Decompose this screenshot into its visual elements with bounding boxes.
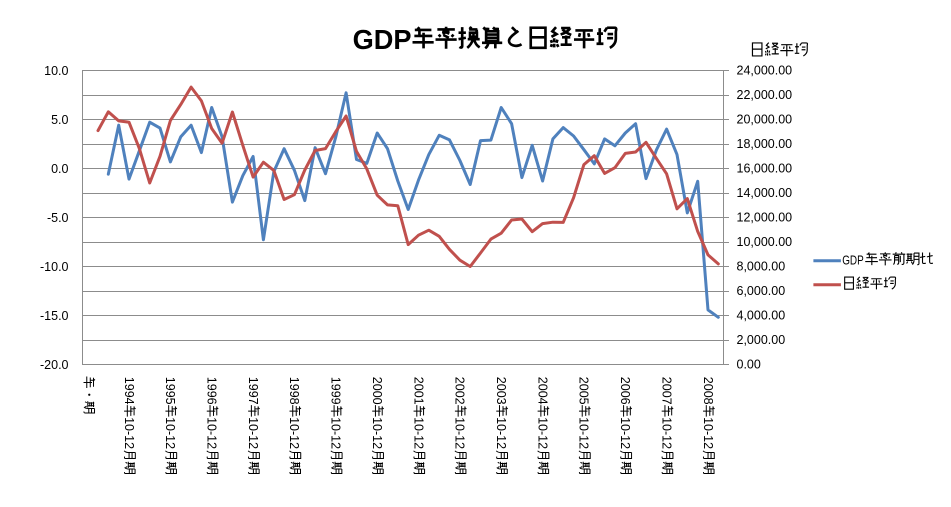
- svg-text:1997: 1997: [246, 377, 260, 405]
- svg-text:1995: 1995: [163, 377, 177, 405]
- svg-text:18,000.00: 18,000.00: [737, 137, 793, 151]
- svg-text:10-12: 10-12: [535, 417, 549, 449]
- svg-text:10.0: 10.0: [44, 64, 68, 78]
- svg-text:10-12: 10-12: [618, 417, 632, 449]
- svg-text:1996: 1996: [205, 377, 219, 405]
- svg-text:2000: 2000: [370, 377, 384, 405]
- svg-text:22,000.00: 22,000.00: [737, 88, 793, 102]
- svg-text:10,000.00: 10,000.00: [737, 235, 793, 249]
- svg-text:10-12: 10-12: [246, 417, 260, 449]
- svg-text:8,000.00: 8,000.00: [737, 259, 786, 273]
- svg-text:-20.0: -20.0: [40, 358, 69, 372]
- svg-text:1994: 1994: [122, 377, 136, 405]
- svg-text:10-12: 10-12: [329, 417, 343, 449]
- svg-text:20,000.00: 20,000.00: [737, 112, 793, 126]
- svg-text:4,000.00: 4,000.00: [737, 308, 786, 322]
- svg-text:2001: 2001: [411, 377, 425, 405]
- svg-text:2005: 2005: [577, 377, 591, 405]
- svg-text:-10.0: -10.0: [40, 260, 69, 274]
- svg-text:1999: 1999: [329, 377, 343, 405]
- svg-text:10-12: 10-12: [453, 417, 467, 449]
- svg-text:1998: 1998: [287, 377, 301, 405]
- svg-text:10-12: 10-12: [205, 417, 219, 449]
- svg-text:10-12: 10-12: [411, 417, 425, 449]
- svg-text:2008: 2008: [701, 377, 715, 405]
- svg-text:6,000.00: 6,000.00: [737, 284, 786, 298]
- svg-text:2002: 2002: [453, 377, 467, 405]
- svg-text:2006: 2006: [618, 377, 632, 405]
- svg-text:-5.0: -5.0: [47, 211, 69, 225]
- svg-text:2003: 2003: [494, 377, 508, 405]
- svg-text:2,000.00: 2,000.00: [737, 333, 786, 347]
- svg-text:16,000.00: 16,000.00: [737, 161, 793, 175]
- svg-text:10-12: 10-12: [163, 417, 177, 449]
- svg-text:10-12: 10-12: [370, 417, 384, 449]
- svg-text:0.0: 0.0: [51, 162, 68, 176]
- svg-text:GDP: GDP: [842, 253, 864, 267]
- svg-text:10-12: 10-12: [577, 417, 591, 449]
- svg-text:2007: 2007: [659, 377, 673, 405]
- svg-text:2004: 2004: [535, 377, 549, 405]
- svg-text:10-12: 10-12: [494, 417, 508, 449]
- svg-text:10-12: 10-12: [287, 417, 301, 449]
- svg-text:10-12: 10-12: [122, 417, 136, 449]
- svg-text:10-12: 10-12: [701, 417, 715, 449]
- svg-text:0.00: 0.00: [737, 357, 761, 371]
- svg-text:-15.0: -15.0: [40, 309, 69, 323]
- svg-text:12,000.00: 12,000.00: [737, 210, 793, 224]
- svg-text:14,000.00: 14,000.00: [737, 186, 793, 200]
- svg-text:GDP: GDP: [353, 24, 412, 55]
- svg-text:24,000.00: 24,000.00: [737, 63, 793, 77]
- svg-text:5.0: 5.0: [51, 113, 68, 127]
- svg-text:10-12: 10-12: [659, 417, 673, 449]
